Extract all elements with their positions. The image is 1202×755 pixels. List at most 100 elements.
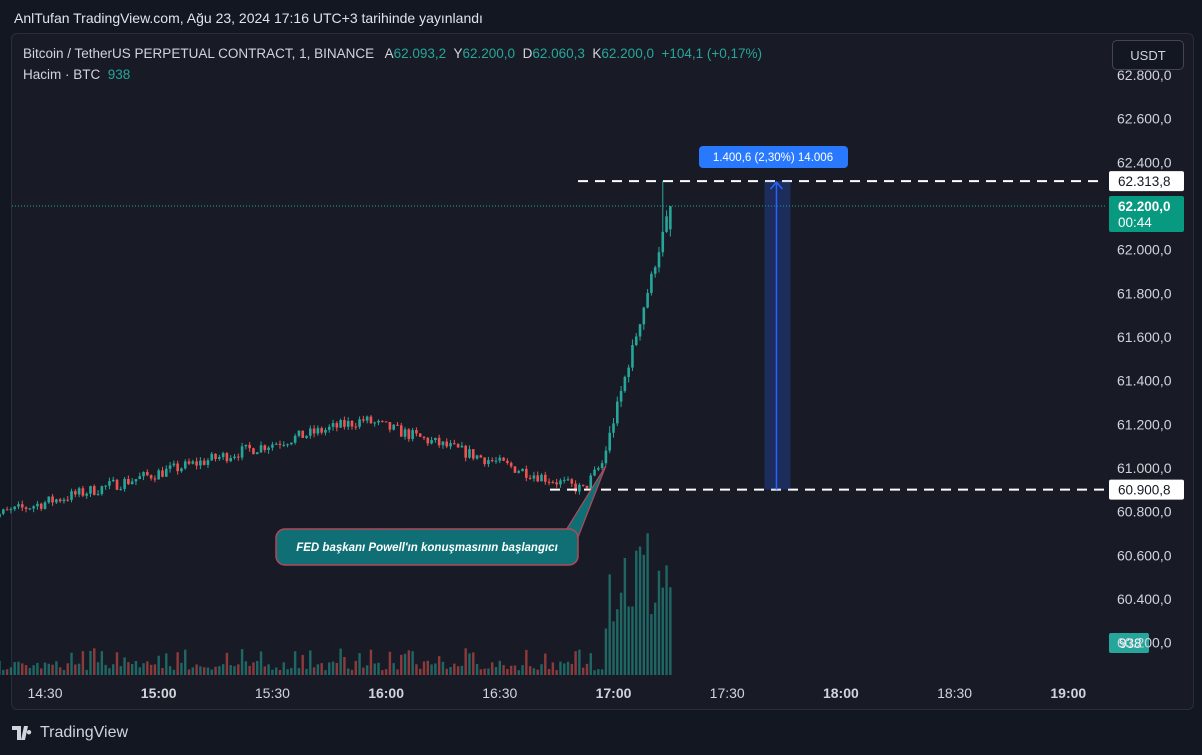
candle-body	[517, 471, 521, 473]
candle-body	[70, 491, 73, 500]
volume-bar	[653, 602, 657, 675]
symbol-legend: Bitcoin / TetherUS PERPETUAL CONTRACT, 1…	[23, 46, 762, 61]
volume-bar	[180, 662, 183, 675]
candle-body	[316, 428, 320, 434]
candle-body	[17, 504, 20, 507]
volume-bar	[248, 665, 251, 675]
candle-body	[89, 486, 92, 494]
candle-body	[244, 444, 248, 447]
candle-body	[62, 499, 66, 502]
volume-bar	[547, 669, 551, 675]
volume-bar	[540, 664, 543, 675]
candle-body	[305, 435, 308, 438]
volume-bar	[157, 655, 160, 675]
candle-body	[339, 420, 342, 428]
volume-bar	[604, 628, 608, 675]
tradingview-logo-icon	[12, 726, 32, 740]
volume-bar	[331, 661, 335, 675]
candle-body	[369, 416, 373, 424]
volume-bar	[430, 664, 433, 675]
candle-body	[638, 324, 642, 337]
volume-bar	[115, 652, 119, 675]
candle-body	[585, 485, 589, 489]
candle-body	[642, 307, 646, 325]
candle-body	[346, 420, 350, 427]
close-value: 62.200,0	[601, 46, 654, 61]
volume-bar	[130, 664, 134, 675]
volume-bar	[578, 649, 581, 675]
open-label: A	[384, 46, 394, 61]
candle-body	[290, 442, 293, 445]
candle-body	[566, 479, 570, 481]
volume-bar	[176, 652, 179, 675]
volume-bar	[525, 649, 528, 675]
volume-bar	[555, 670, 558, 675]
candle-body	[422, 436, 426, 438]
candle-body	[597, 468, 600, 470]
volume-bar	[491, 662, 494, 675]
volume-bar	[350, 669, 354, 675]
candle-body	[657, 252, 661, 268]
measure-zone	[764, 181, 791, 490]
volume-bar	[494, 667, 498, 675]
volume-bar	[362, 667, 365, 675]
volume-bar	[267, 664, 270, 675]
candle-body	[153, 478, 157, 480]
candle-body	[130, 481, 134, 485]
volume-bar	[468, 653, 471, 675]
candle-body	[578, 484, 581, 492]
symbol-name: Bitcoin / TetherUS PERPETUAL CONTRACT, 1…	[23, 46, 375, 61]
candle-body	[149, 475, 153, 479]
candle-body	[66, 499, 70, 501]
volume-bar	[274, 667, 278, 675]
volume-bar	[199, 666, 202, 675]
volume-bar	[388, 651, 392, 675]
candle-body	[229, 457, 233, 462]
candle-body	[350, 420, 354, 427]
candle-body	[612, 423, 615, 433]
volume-bar	[445, 668, 448, 675]
candle-body	[430, 440, 433, 444]
volume-bar	[665, 565, 668, 675]
candle-body	[324, 429, 327, 433]
candle-body	[373, 422, 377, 424]
candle-body	[96, 493, 100, 495]
volume-bar	[608, 574, 611, 675]
volume-bar	[2, 669, 5, 675]
volume-bar	[502, 665, 505, 675]
volume-bar	[89, 650, 92, 675]
price-tick-label: 60.400,0	[1117, 591, 1172, 607]
time-tick-label: 18:30	[937, 685, 972, 701]
volume-bar	[202, 667, 206, 675]
candle-body	[502, 457, 505, 461]
candle-body	[547, 481, 551, 483]
footer: TradingView	[12, 724, 128, 742]
candle-body	[471, 449, 475, 459]
volume-bar	[411, 651, 414, 675]
volume-bar	[669, 587, 672, 675]
candle-body	[623, 376, 627, 391]
volume-bar	[612, 621, 615, 675]
candle-body	[271, 444, 274, 448]
volume-bar	[81, 651, 85, 675]
volume-bar	[369, 649, 373, 675]
candle-body	[168, 465, 172, 469]
candle-body	[195, 461, 198, 466]
candle-body	[665, 216, 668, 232]
candle-body	[312, 428, 316, 434]
volume-bar	[278, 669, 282, 675]
volume-bar	[290, 667, 293, 675]
volume-bar	[40, 668, 43, 675]
candle-body	[365, 416, 369, 421]
candle-body	[604, 450, 608, 464]
volume-bar	[574, 651, 577, 675]
candle-body	[180, 468, 183, 472]
currency-button[interactable]: USDT	[1112, 40, 1184, 70]
volume-bar	[112, 664, 115, 675]
candle-body	[58, 499, 62, 502]
volume-bar	[479, 669, 483, 675]
candle-body	[661, 231, 665, 253]
volume-bar	[566, 661, 570, 675]
candle-body	[142, 472, 145, 477]
